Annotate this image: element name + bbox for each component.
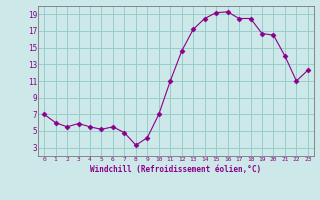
- X-axis label: Windchill (Refroidissement éolien,°C): Windchill (Refroidissement éolien,°C): [91, 165, 261, 174]
